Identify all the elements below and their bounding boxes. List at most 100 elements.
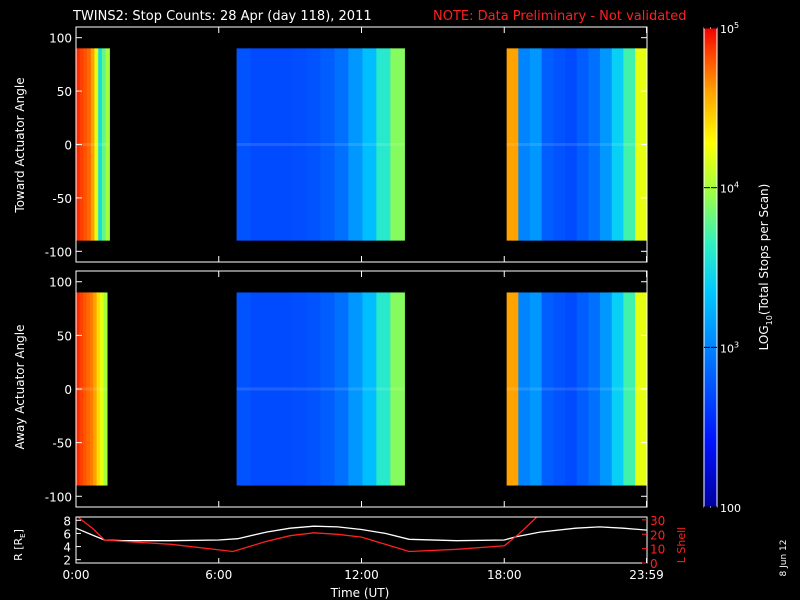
orbit-y-tick-label: 4 bbox=[63, 541, 71, 555]
zero-angle-stripe bbox=[76, 143, 110, 146]
zero-angle-stripe bbox=[76, 387, 107, 391]
heatmap-column bbox=[94, 48, 99, 241]
heatmap-column bbox=[292, 292, 308, 486]
colorbar-tick-label: 100 bbox=[720, 502, 741, 515]
date-stamp: 8 Jun 12 bbox=[779, 540, 789, 577]
orbit-y2-tick-label: 0 bbox=[650, 557, 658, 571]
heatmap-column bbox=[105, 48, 110, 241]
heatmap-column bbox=[611, 48, 625, 241]
heatmap-column bbox=[376, 292, 391, 486]
y-tick-label: 50 bbox=[57, 329, 72, 343]
orbit-ylabel: R [RE] bbox=[12, 529, 27, 561]
heatmap-column bbox=[390, 292, 405, 486]
heatmap-column bbox=[101, 48, 107, 241]
heatmap-column bbox=[90, 48, 96, 241]
y-tick-label: 100 bbox=[49, 276, 72, 290]
heatmap-segment bbox=[506, 48, 648, 241]
heatmap-column bbox=[86, 292, 91, 486]
zero-angle-stripe bbox=[236, 143, 405, 146]
heatmap-column bbox=[362, 292, 377, 486]
heatmap-column bbox=[96, 292, 101, 486]
toward-panel: 100 50 0 -50 -100 bbox=[45, 26, 648, 263]
heatmap-segment bbox=[236, 48, 405, 241]
zero-angle-stripe bbox=[506, 387, 647, 391]
x-tick-label: 12:00 bbox=[344, 568, 379, 582]
heatmap-column bbox=[600, 292, 613, 486]
away-ylabel: Away Actuator Angle bbox=[13, 324, 27, 449]
heatmap-column bbox=[362, 48, 377, 241]
heatmap-column bbox=[264, 48, 280, 241]
orbit-y-tick-label: 6 bbox=[63, 527, 71, 541]
heatmap-column bbox=[518, 48, 531, 241]
heatmap-column bbox=[306, 48, 322, 241]
heatmap-column bbox=[553, 48, 566, 241]
heatmap-column bbox=[576, 292, 589, 486]
heatmap-column bbox=[506, 292, 519, 486]
y-tick-label: 100 bbox=[49, 32, 72, 46]
orbit-y2label: L Shell bbox=[675, 527, 688, 563]
x-tick-label: 18:00 bbox=[487, 568, 522, 582]
colorbar-tick-label: 104 bbox=[720, 181, 739, 196]
heatmap-column bbox=[278, 292, 294, 486]
heatmap-column bbox=[348, 292, 363, 486]
zero-angle-stripe bbox=[506, 143, 647, 146]
x-tick-label: 23:59 bbox=[629, 568, 664, 582]
heatmap-column bbox=[236, 48, 252, 241]
heatmap-column bbox=[292, 48, 308, 241]
orbit-y-tick-label: 8 bbox=[63, 514, 71, 528]
heatmap-column bbox=[87, 48, 92, 241]
heatmap-column bbox=[320, 292, 336, 486]
heatmap-column bbox=[541, 292, 554, 486]
heatmap-column bbox=[98, 48, 103, 241]
heatmap-column bbox=[250, 292, 266, 486]
toward-ylabel: Toward Actuator Angle bbox=[13, 77, 27, 213]
data-note: NOTE: Data Preliminary - Not validated bbox=[433, 9, 687, 24]
heatmap-column bbox=[306, 292, 322, 486]
heatmap-column bbox=[565, 48, 578, 241]
heatmap-column bbox=[390, 48, 405, 241]
heatmap-segment bbox=[506, 292, 648, 486]
heatmap-column bbox=[623, 292, 636, 486]
away-panel: 100 50 0 -50 -100 bbox=[45, 270, 648, 508]
colorbar-tick-label: 103 bbox=[720, 340, 739, 355]
y-tick-label: -50 bbox=[52, 437, 72, 451]
y-tick-label: 50 bbox=[57, 85, 72, 99]
heatmap-column bbox=[518, 292, 531, 486]
heatmap-column bbox=[93, 292, 98, 486]
heatmap-column bbox=[334, 292, 350, 486]
orbit-y2-tick-label: 10 bbox=[650, 543, 665, 557]
orbit-y-tick-label: 2 bbox=[63, 554, 71, 568]
heatmap-column bbox=[623, 48, 636, 241]
heatmap-column bbox=[264, 292, 280, 486]
y-tick-label: 0 bbox=[64, 139, 72, 153]
y-tick-label: -50 bbox=[52, 192, 72, 206]
x-tick-label: 6:00 bbox=[205, 568, 232, 582]
heatmap-column bbox=[376, 48, 391, 241]
colorbar-ticks: 105 104 103 100 bbox=[704, 21, 741, 515]
heatmap-column bbox=[83, 48, 88, 241]
heatmap-column bbox=[529, 48, 543, 241]
heatmap-column bbox=[320, 48, 336, 241]
r-distance-line bbox=[76, 525, 647, 542]
heatmap-column bbox=[588, 292, 601, 486]
heatmap-column bbox=[600, 48, 613, 241]
heatmap-segment bbox=[236, 292, 405, 486]
zero-angle-stripe bbox=[236, 387, 405, 391]
y-tick-label: -100 bbox=[45, 490, 72, 504]
x-axis-label: Time (UT) bbox=[330, 586, 390, 600]
orbit-frame bbox=[75, 516, 648, 564]
heatmap-column bbox=[553, 292, 566, 486]
colorbar-tick-label: 105 bbox=[720, 21, 739, 36]
l-shell-line bbox=[76, 517, 538, 553]
heatmap-column bbox=[100, 292, 105, 486]
heatmap-column bbox=[506, 48, 519, 241]
heatmap-column bbox=[565, 292, 578, 486]
heatmap-column bbox=[89, 292, 94, 486]
y-tick-label: 0 bbox=[64, 383, 72, 397]
colorbar bbox=[703, 27, 718, 508]
heatmap-column bbox=[348, 48, 363, 241]
heatmap-column bbox=[334, 48, 350, 241]
colorbar-label: LOG10(Total Stops per Scan) bbox=[757, 184, 774, 351]
y-tick-label: -100 bbox=[45, 245, 72, 259]
